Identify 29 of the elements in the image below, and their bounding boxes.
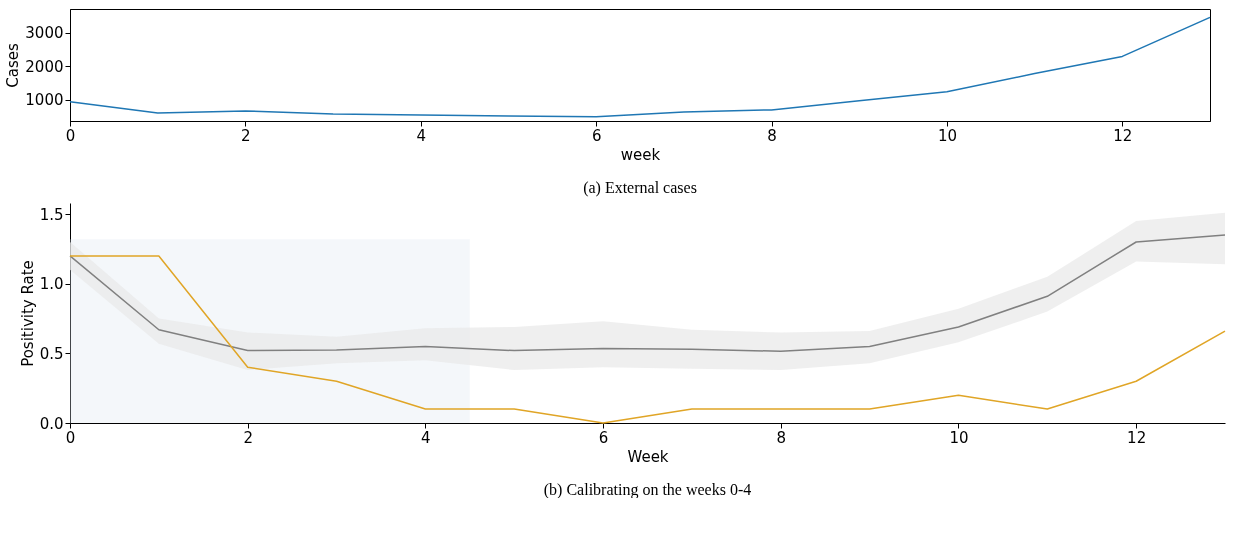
x-tick-label: 10: [937, 126, 957, 145]
x-tick-label: 0: [65, 428, 76, 447]
x-tick-label: 4: [421, 428, 431, 447]
x-tick-label: 2: [243, 428, 253, 447]
x-axis-title: Week: [627, 447, 669, 466]
y-tick-label: 0.5: [39, 344, 64, 363]
text: (b) Calibrating on the weeks 0-4: [543, 481, 752, 499]
y-axis-title: Cases: [4, 43, 23, 88]
y-tick-label: 1.5: [39, 205, 64, 224]
x-tick-label: 12: [1113, 126, 1133, 145]
y-axis-title: Positivity Rate: [18, 260, 37, 367]
y-tick-label: 1000: [25, 91, 64, 110]
x-tick-label: 12: [1127, 428, 1147, 447]
x-tick-label: 10: [949, 428, 969, 447]
x-tick-label: 6: [598, 428, 609, 447]
y-tick-label: 0.0: [39, 414, 64, 433]
x-tick-label: 8: [776, 428, 787, 447]
line-series: [69, 16, 1211, 118]
text: (a) External cases: [583, 179, 697, 197]
x-tick-label: 8: [767, 126, 777, 145]
x-tick-label: 2: [241, 126, 251, 145]
y-tick-label: 3000: [25, 24, 64, 43]
x-tick-label: 4: [416, 126, 427, 145]
line-series: [69, 234, 1226, 353]
x-tick-label: 6: [591, 126, 602, 145]
x-tick-label: 0: [65, 126, 76, 145]
x-axis-title: week: [620, 145, 661, 164]
y-tick-label: 1.0: [39, 275, 64, 294]
y-tick-label: 2000: [25, 57, 64, 76]
